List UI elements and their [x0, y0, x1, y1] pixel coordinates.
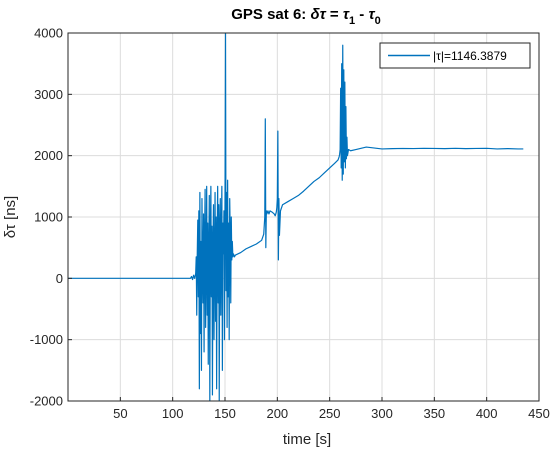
x-tick-label: 350 [423, 406, 445, 421]
title-prefix: GPS sat 6: [231, 6, 310, 23]
series-line [68, 33, 524, 401]
legend: |τ|=1146.3879 [379, 42, 531, 69]
x-tick-label: 50 [113, 406, 127, 421]
title-tau0: τ [368, 6, 375, 23]
legend-entry: |τ|=1146.3879 [433, 49, 507, 63]
title-delta-tau: δτ [310, 6, 326, 23]
y-tick-label: 4000 [34, 26, 63, 41]
x-tick-label: 200 [266, 406, 288, 421]
y-tick-label: 2000 [34, 148, 63, 163]
y-tick-label: 0 [56, 271, 63, 286]
y-tick-label: -1000 [30, 332, 63, 347]
x-tick-label: 400 [476, 406, 498, 421]
y-tick-label: 3000 [34, 87, 63, 102]
x-tick-label: 300 [371, 406, 393, 421]
ticks: 50 100 150 200 250 300 350 400 450 -2000 -1000 0 100… [30, 26, 550, 422]
x-tick-label: 450 [528, 406, 550, 421]
x-tick-label: 150 [214, 406, 236, 421]
title-minus: - [355, 6, 368, 23]
y-tick-label: -2000 [30, 394, 63, 409]
title-sub0: 0 [375, 15, 381, 27]
title-sub1: 1 [349, 15, 355, 27]
x-tick-label: 100 [162, 406, 184, 421]
x-axis-label: time [s] [283, 431, 331, 448]
x-tick-label: 250 [319, 406, 341, 421]
chart-title: GPS sat 6: δτ = τ1 - τ0 [231, 6, 380, 27]
title-equals: = [326, 6, 343, 23]
y-tick-label: 1000 [34, 210, 63, 225]
y-axis-label: δτ [ns] [2, 196, 19, 238]
data-layer [68, 33, 524, 401]
title-tau1: τ [343, 6, 350, 23]
